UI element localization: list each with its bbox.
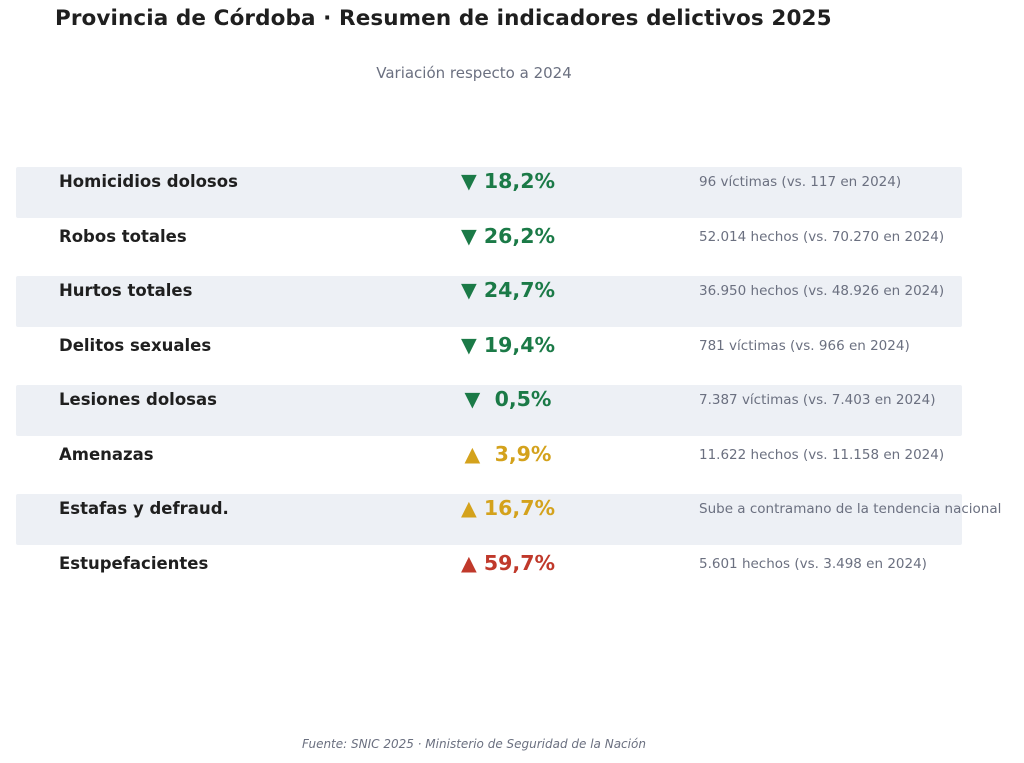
indicator-row: Lesiones dolosas ▼ 0,5% 7.387 víctimas (… <box>0 385 1024 436</box>
indicator-detail: 52.014 hechos (vs. 70.270 en 2024) <box>699 228 945 245</box>
indicator-detail: 11.622 hechos (vs. 11.158 en 2024) <box>699 446 945 463</box>
indicator-detail: 7.387 víctimas (vs. 7.403 en 2024) <box>699 392 936 408</box>
indicator-row: Delitos sexuales ▼ 19,4% 781 víctimas (v… <box>0 331 1024 382</box>
page-subtitle: Variación respecto a 2024 <box>376 64 572 82</box>
indicator-label: Robos totales <box>59 226 187 246</box>
row-band <box>16 385 962 436</box>
page-title: Provincia de Córdoba · Resumen de indica… <box>55 6 832 31</box>
indicator-row: Robos totales ▼ 26,2% 52.014 hechos (vs.… <box>0 222 1024 273</box>
row-band <box>16 167 962 218</box>
indicator-change: ▲ 16,7% <box>460 496 556 520</box>
indicator-label: Lesiones dolosas <box>59 390 217 409</box>
indicator-label: Delitos sexuales <box>59 335 212 355</box>
indicator-change: ▲ 3,9% <box>464 441 552 466</box>
indicator-change: ▼ 24,7% <box>460 278 556 302</box>
indicator-label: Estafas y defraud. <box>59 499 229 518</box>
indicator-label: Hurtos totales <box>59 281 193 300</box>
indicator-detail: 36.950 hechos (vs. 48.926 en 2024) <box>699 283 945 299</box>
source-footnote: Fuente: SNIC 2025 · Ministerio de Seguri… <box>302 737 646 751</box>
indicator-row: Hurtos totales ▼ 24,7% 36.950 hechos (vs… <box>0 276 1024 327</box>
indicator-detail: 781 víctimas (vs. 966 en 2024) <box>699 337 910 354</box>
row-band <box>16 276 962 327</box>
row-band <box>16 494 962 545</box>
indicator-detail: 5.601 hechos (vs. 3.498 en 2024) <box>699 555 927 572</box>
indicator-change: ▼ 18,2% <box>460 169 556 193</box>
indicator-label: Estupefacientes <box>59 553 209 573</box>
indicator-row: Estupefacientes ▲ 59,7% 5.601 hechos (vs… <box>0 549 1024 600</box>
indicator-row: Estafas y defraud. ▲ 16,7% Sube a contra… <box>0 494 1024 545</box>
indicator-change: ▼ 19,4% <box>460 332 556 357</box>
indicator-row: Homicidios dolosos ▼ 18,2% 96 víctimas (… <box>0 167 1024 218</box>
indicator-change: ▲ 59,7% <box>460 550 556 575</box>
indicator-row: Amenazas ▲ 3,9% 11.622 hechos (vs. 11.15… <box>0 440 1024 491</box>
indicator-label: Amenazas <box>59 444 154 464</box>
indicator-change: ▼ 0,5% <box>464 387 552 411</box>
indicator-label: Homicidios dolosos <box>59 172 238 191</box>
indicator-detail: 96 víctimas (vs. 117 en 2024) <box>699 174 902 190</box>
indicator-change: ▼ 26,2% <box>460 223 556 248</box>
indicator-detail: Sube a contramano de la tendencia nacion… <box>699 501 1002 517</box>
